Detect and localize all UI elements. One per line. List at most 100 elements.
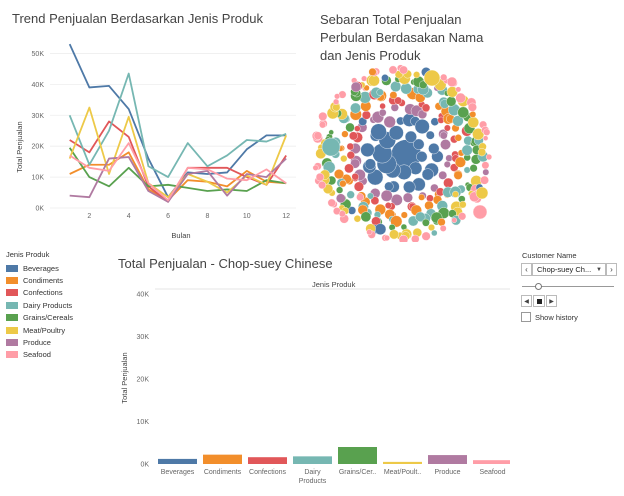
bubble-mark[interactable] <box>339 180 347 188</box>
bubble-mark[interactable] <box>368 67 377 76</box>
bubble-mark[interactable] <box>430 117 440 126</box>
bubble-mark[interactable] <box>482 168 490 176</box>
show-history-toggle[interactable]: Show history <box>521 312 578 322</box>
legend-item[interactable]: Dairy Products <box>6 299 106 311</box>
bubble-mark[interactable] <box>389 229 399 240</box>
bubble-mark[interactable] <box>363 84 370 92</box>
bubble-mark[interactable] <box>452 115 464 127</box>
bubble-mark[interactable] <box>458 212 467 221</box>
bubble-mark[interactable] <box>403 180 416 194</box>
bubble-mark[interactable] <box>318 181 327 190</box>
legend-item[interactable]: Seafood <box>6 349 106 361</box>
bar-dairy-products[interactable] <box>293 456 332 464</box>
bubble-mark[interactable] <box>463 166 471 174</box>
bubble-mark[interactable] <box>422 218 430 227</box>
bubble-mark[interactable] <box>452 190 459 198</box>
bubble-mark[interactable] <box>454 156 466 168</box>
bubble-mark[interactable] <box>312 164 319 171</box>
bubble-mark[interactable] <box>423 69 441 87</box>
bubble-mark[interactable] <box>457 106 469 119</box>
bubble-mark[interactable] <box>349 131 358 141</box>
bubble-mark[interactable] <box>384 202 392 209</box>
bubble-mark[interactable] <box>366 229 373 236</box>
bubble-mark[interactable] <box>321 137 341 157</box>
bubble-mark[interactable] <box>443 177 454 189</box>
bubble-mark[interactable] <box>333 98 340 105</box>
bubble-mark[interactable] <box>360 142 375 158</box>
bubble-mark[interactable] <box>443 124 451 132</box>
bubble-mark[interactable] <box>455 92 466 104</box>
bubble-mark[interactable] <box>390 193 403 206</box>
bubble-mark[interactable] <box>483 128 491 136</box>
bar-confections[interactable] <box>248 457 287 464</box>
bubble-mark[interactable] <box>368 74 380 87</box>
bubble-mark[interactable] <box>459 200 467 209</box>
bar-chart[interactable]: 0K 10K 20K 30K 40K Beverages Condiments Confec… <box>110 286 510 496</box>
bubble-mark[interactable] <box>467 116 480 129</box>
bubble-mark[interactable] <box>394 96 403 105</box>
playback-back-button[interactable]: ◀ <box>521 295 532 307</box>
bubble-mark[interactable] <box>413 138 425 150</box>
bubble-mark[interactable] <box>350 102 361 114</box>
bubble-mark[interactable] <box>334 93 341 100</box>
bar-grains-cereals[interactable] <box>338 447 377 464</box>
bubble-mark[interactable] <box>346 142 354 151</box>
bubble-mark[interactable] <box>439 224 447 232</box>
bubble-mark[interactable] <box>400 211 408 219</box>
bubble-mark[interactable] <box>383 115 396 129</box>
bubble-mark[interactable] <box>438 170 448 180</box>
bubble-mark[interactable] <box>370 123 387 140</box>
bar-produce[interactable] <box>428 455 467 464</box>
bubble-mark[interactable] <box>336 186 344 194</box>
bubble-mark[interactable] <box>418 193 426 201</box>
trend-line-seafood[interactable] <box>69 142 287 202</box>
bubble-mark[interactable] <box>353 214 362 223</box>
bubble-mark[interactable] <box>356 193 364 202</box>
bubble-mark[interactable] <box>472 204 488 220</box>
bubble-mark[interactable] <box>437 218 446 227</box>
bubble-mark[interactable] <box>318 111 328 121</box>
bubble-mark[interactable] <box>399 65 408 75</box>
bubble-mark[interactable] <box>414 119 430 135</box>
bubble-mark[interactable] <box>480 175 489 185</box>
bubble-mark[interactable] <box>475 186 489 200</box>
bubble-mark[interactable] <box>360 211 372 223</box>
bubble-mark[interactable] <box>376 88 384 96</box>
bubble-mark[interactable] <box>354 125 361 132</box>
bubble-mark[interactable] <box>327 198 336 207</box>
bubble-mark[interactable] <box>427 223 435 231</box>
legend-item[interactable]: Confections <box>6 287 106 299</box>
bubble-mark[interactable] <box>351 172 359 181</box>
legend-item[interactable]: Condiments <box>6 274 106 286</box>
show-history-checkbox[interactable] <box>521 312 531 322</box>
bar-condiments[interactable] <box>203 454 242 464</box>
bubble-mark[interactable] <box>361 110 371 120</box>
bubble-mark[interactable] <box>353 181 364 192</box>
playback-forward-button[interactable]: ▶ <box>546 295 557 307</box>
legend-item[interactable]: Meat/Poultry <box>6 324 106 336</box>
bubble-mark[interactable] <box>446 96 457 107</box>
bubble-mark[interactable] <box>454 134 463 142</box>
filter-next-button[interactable]: › <box>606 263 617 276</box>
bubble-mark[interactable] <box>416 151 428 163</box>
legend-item[interactable]: Beverages <box>6 262 106 274</box>
bubble-mark[interactable] <box>443 160 451 168</box>
bubble-mark[interactable] <box>379 102 386 110</box>
bubble-mark[interactable] <box>398 234 409 242</box>
bubble-mark[interactable] <box>467 102 477 112</box>
bubble-mark[interactable] <box>346 190 355 199</box>
bubble-mark[interactable] <box>411 234 420 242</box>
bar-beverages[interactable] <box>158 458 197 464</box>
bubble-mark[interactable] <box>469 111 477 118</box>
bubble-mark[interactable] <box>481 161 490 170</box>
bubble-mark[interactable] <box>388 65 398 75</box>
bubble-mark[interactable] <box>378 108 387 117</box>
bubble-mark[interactable] <box>445 154 453 162</box>
bubble-mark[interactable] <box>413 71 421 79</box>
trend-line-chart[interactable]: 0K 10K 20K 30K 40K 50K 2 4 6 8 10 12 Total Penjual… <box>0 30 300 265</box>
bubble-mark[interactable] <box>485 153 493 161</box>
bubble-mark[interactable] <box>400 82 412 95</box>
customer-select[interactable]: Chop-suey Ch... ▼ <box>532 263 606 276</box>
playback-stop-button[interactable] <box>533 295 545 307</box>
filter-slider-handle[interactable] <box>535 283 542 290</box>
